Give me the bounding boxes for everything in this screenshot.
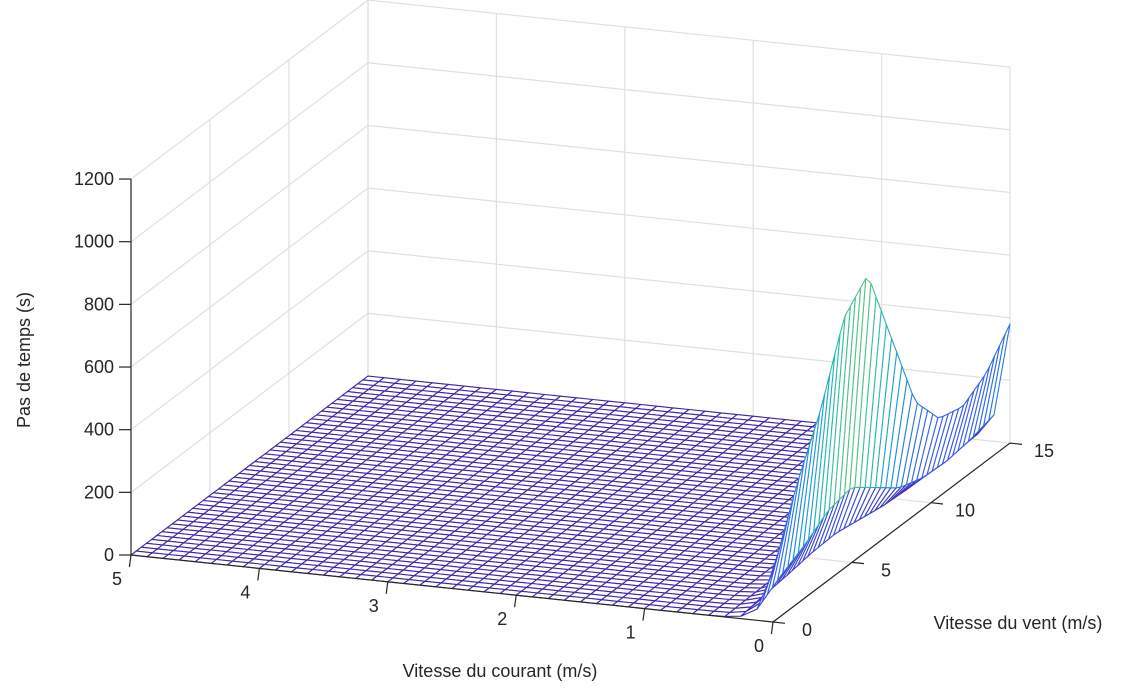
- x-axis-line: [130, 554, 774, 623]
- surface-mesh: [130, 277, 1011, 617]
- grid-line-back-z: [130, 250, 369, 431]
- y-tick: [851, 561, 865, 565]
- y-tick-label: 5: [881, 560, 891, 580]
- y-axis-line: [772, 442, 1011, 623]
- x-tick-label: 1: [626, 623, 636, 643]
- x-tick: [257, 568, 260, 581]
- grid-line-back-z: [130, 62, 369, 243]
- z-tick-label: 0: [104, 545, 114, 565]
- x-axis-label: Vitesse du courant (m/s): [403, 661, 598, 681]
- y-tick: [772, 621, 786, 624]
- grid-line-back-z: [130, 124, 369, 305]
- y-tick-label: 10: [955, 501, 975, 521]
- grid-line-back-z: [130, 0, 369, 180]
- x-tick: [128, 554, 132, 568]
- grid-line-side-z: [367, 312, 1011, 381]
- x-tick: [642, 608, 646, 621]
- axis-tick-labels: 0 1 2 3 4 5 0 5 10 15 0 200 400 600 800 1000 1200: [74, 169, 1054, 656]
- x-tick: [385, 581, 389, 594]
- x-tick-label: 3: [369, 596, 379, 616]
- x-tick: [770, 621, 774, 635]
- grid-line-side-z: [367, 187, 1011, 256]
- y-tick: [930, 502, 944, 505]
- surface-cell: [756, 552, 779, 610]
- z-tick-label: 800: [84, 294, 114, 314]
- y-axis-label: Vitesse du vent (m/s): [934, 613, 1103, 633]
- x-tick-label: 2: [497, 609, 507, 629]
- x-tick-label: 5: [112, 569, 122, 589]
- z-axis-label: Pas de temps (s): [14, 292, 34, 428]
- x-tick-label: 0: [754, 636, 764, 656]
- y-tick: [1009, 442, 1023, 445]
- z-tick-label: 1200: [74, 169, 114, 189]
- z-tick-label: 400: [84, 420, 114, 440]
- grid-line-side-z: [367, 62, 1011, 131]
- grid-line-side-z: [367, 0, 1011, 68]
- grid-line-back-z: [130, 187, 369, 368]
- z-tick-label: 200: [84, 482, 114, 502]
- x-tick: [514, 595, 517, 608]
- y-tick-label: 15: [1034, 441, 1054, 461]
- grid-line-side-z: [367, 250, 1011, 319]
- y-tick-label: 0: [802, 620, 812, 640]
- x-tick-label: 4: [240, 582, 250, 602]
- grid-line-side-z: [367, 124, 1011, 194]
- z-tick-label: 1000: [74, 232, 114, 252]
- axes: [119, 178, 1023, 635]
- z-tick-label: 600: [84, 357, 114, 377]
- grid-line-back-z: [130, 312, 369, 493]
